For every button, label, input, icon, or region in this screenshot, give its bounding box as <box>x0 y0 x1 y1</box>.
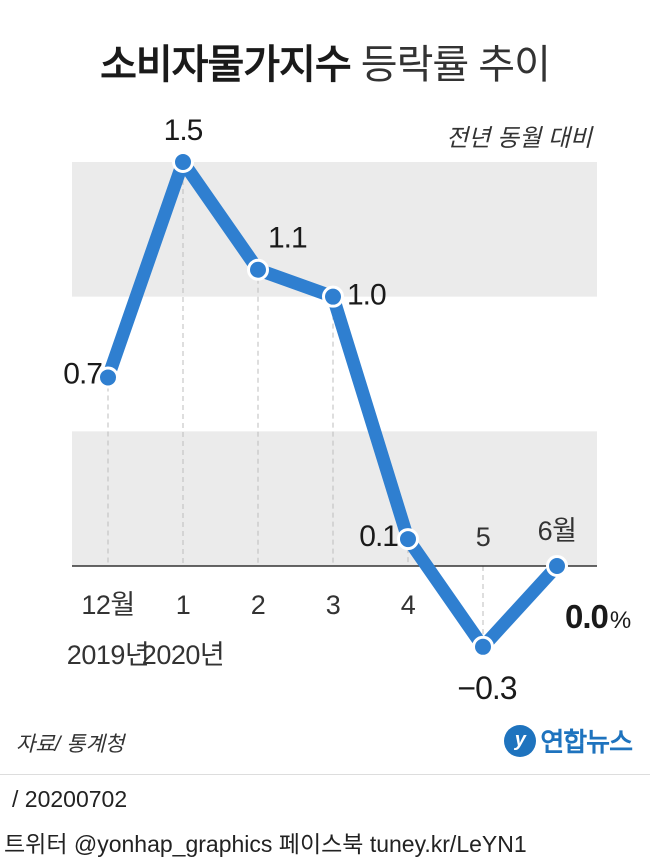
data-point-3 <box>322 285 344 308</box>
value-unit: % <box>610 607 631 634</box>
line-chart: 0.7 1.5 1.1 1.0 0.1 −0.3 0.0% 12월 2019년 1 2020년 2 3… <box>63 114 632 706</box>
value-label-2: 1.1 <box>268 222 307 255</box>
chart-title-light: 등락률 추이 <box>360 43 551 87</box>
tick-year-label-1: 2020년 <box>142 640 224 670</box>
chart-title: 소비자물가지수 등락률 추이 <box>0 32 650 90</box>
data-point-4 <box>397 528 419 551</box>
tick-year-label-0: 2019년 <box>67 640 149 670</box>
data-point-5 <box>472 635 494 658</box>
data-point-1 <box>172 151 194 173</box>
data-point-2 <box>247 258 269 281</box>
value-label-6: 0.0% <box>565 598 631 635</box>
tick-label-1: 1 <box>176 590 191 620</box>
tick-label-4: 4 <box>401 590 416 620</box>
tick-label-2: 2 <box>251 590 266 620</box>
chart-title-bold: 소비자물가지수 <box>100 43 352 87</box>
value-label-1: 1.5 <box>164 114 203 147</box>
tick-label-3: 3 <box>326 590 341 620</box>
data-point-6 <box>546 555 568 577</box>
publish-date: / 20200702 <box>12 786 128 812</box>
tick-label-0: 12월 <box>81 590 134 620</box>
value-label-4: 0.1 <box>359 520 398 553</box>
value-label-5: −0.3 <box>457 670 516 706</box>
tick-label-6: 6월 <box>538 516 577 546</box>
chart-subtitle: 전년 동월 대비 <box>446 125 592 152</box>
tick-label-5: 5 <box>476 522 491 552</box>
yonhap-logo-text: 연합뉴스 <box>540 727 633 757</box>
source-note: 자료/ 통계청 <box>16 733 125 756</box>
social-links: 트위터 @yonhap_graphics 페이스북 tuney.kr/LeYN1 <box>4 831 527 857</box>
value-label-3: 1.0 <box>347 279 386 312</box>
band-upper <box>72 162 597 297</box>
footer-divider <box>0 774 650 775</box>
band-lower <box>72 431 597 566</box>
yonhap-logo-icon: y <box>504 724 537 757</box>
value-label-0: 0.7 <box>63 357 102 390</box>
yonhap-logo: y 연합뉴스 <box>504 722 633 759</box>
data-point-0 <box>97 366 119 389</box>
